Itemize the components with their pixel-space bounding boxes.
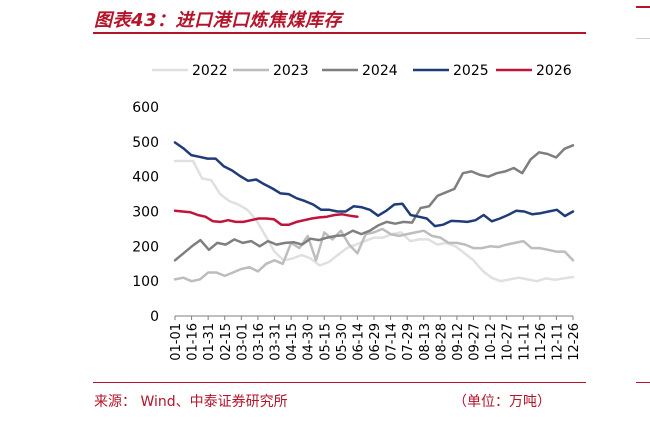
chart-legend: 2022 2023 2024 2025 2026 [152,63,572,79]
x-tick-label: 06-29 [368,323,383,361]
series-line-2022 [173,159,575,283]
legend-label-2022: 2022 [192,63,228,79]
x-tick-label: 12-11 [550,323,565,361]
legend-label-2023: 2023 [273,63,309,79]
side-divider-top [636,6,650,8]
chart-title: 图表43：进口港口炼焦煤库存 [94,10,343,31]
x-tick-label: 05-15 [318,323,333,361]
y-tick-label: 500 [132,135,159,151]
series-line-2026 [173,209,359,226]
legend-label-2025: 2025 [453,63,489,79]
series-line-2023 [173,227,575,283]
side-divider-mid [636,38,650,39]
x-tick-label: 10-27 [501,323,516,361]
x-tick-label: 08-13 [418,323,433,361]
series-line-2024 [173,144,575,262]
y-tick-label: 300 [132,205,159,221]
legend-label-2024: 2024 [362,63,398,79]
x-tick-label: 04-30 [302,323,317,361]
title-divider [93,32,586,34]
x-tick-label: 03-31 [269,323,284,361]
y-tick-label: 0 [150,309,159,325]
x-tick-label: 01-16 [186,323,201,361]
y-tick-label: 200 [132,239,159,255]
x-tick-label: 05-30 [335,323,350,361]
x-tick-label: 09-27 [468,323,483,361]
x-tick-label: 12-26 [567,323,582,361]
y-tick-label: 600 [132,100,159,116]
y-tick-label: 100 [132,274,159,290]
x-tick-label: 08-28 [434,323,449,361]
source-note: 来源： Wind、中泰证券研究所 [94,394,288,410]
legend-label-2026: 2026 [536,63,572,79]
x-tick-label: 07-29 [401,323,416,361]
x-tick-label: 06-14 [351,323,366,361]
footer-divider [93,382,586,383]
x-axis: 01-01 01-16 01-31 02-15 03-01 03-16 03-31 04-15… [169,315,582,361]
x-tick-label: 11-11 [517,323,532,361]
x-tick-label: 01-01 [169,323,184,361]
x-tick-label: 03-01 [235,323,250,361]
plot-area [173,141,575,283]
y-axis: 0 100 200 300 400 500 600 [132,100,159,325]
x-tick-label: 11-26 [534,323,549,361]
x-tick-label: 01-31 [202,323,217,361]
x-tick-label: 02-15 [219,323,234,361]
x-tick-label: 10-12 [484,323,499,361]
series-line-2025 [173,141,575,228]
x-tick-label: 04-15 [285,323,300,361]
unit-note: （单位：万吨） [453,394,551,410]
y-tick-label: 400 [132,170,159,186]
side-divider-bottom [636,382,650,383]
x-tick-label: 03-16 [252,323,267,361]
x-tick-label: 09-12 [451,323,466,361]
x-tick-label: 07-14 [385,323,400,361]
